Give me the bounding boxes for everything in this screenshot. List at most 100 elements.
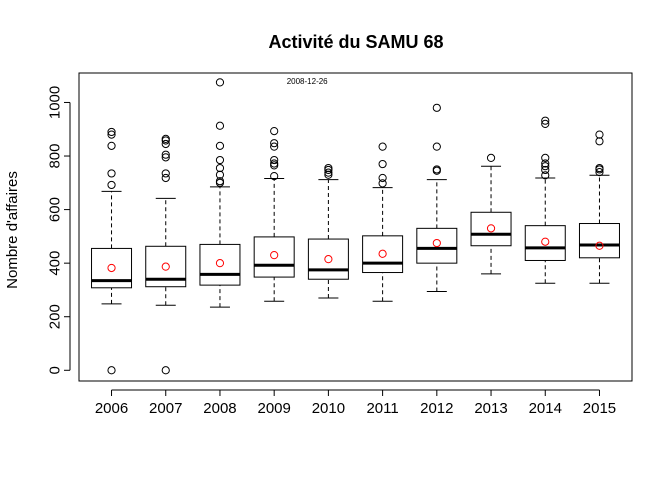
outlier-point [215,170,225,179]
outlier-point [432,165,441,174]
mean-marker [378,249,387,258]
x-tick-label: 2009 [257,400,290,417]
outlier-point [595,137,604,146]
box-2007 [145,134,187,375]
y-tick-label: 200 [46,304,63,329]
box-2009 [253,127,295,302]
outlier-point [270,127,279,136]
outlier-point [161,173,170,183]
outlier-point [215,155,225,165]
iqr-box [470,211,512,247]
outlier-point [378,173,387,183]
iqr-box [199,243,241,286]
iqr-box [145,245,187,288]
outlier-point [541,162,550,171]
outlier-point [270,159,279,168]
box-2010 [307,163,349,299]
x-tick-label: 2011 [366,400,398,417]
outlier-point [595,167,604,177]
mean-marker [161,262,170,271]
iqr-box [91,247,133,289]
outlier-point [161,366,170,375]
outlier-point [595,130,604,139]
y-tick-label: 400 [46,251,63,276]
outlier-point [107,141,116,150]
iqr-box [524,225,566,261]
outlier-point [324,163,333,173]
box-2011 [362,142,404,302]
outlier-point [378,159,387,169]
outlier-point [107,169,116,178]
x-tick-label: 2008 [203,400,236,417]
y-tick-label: 800 [46,144,63,169]
iqr-box [362,235,404,274]
y-axis-label: Nombre d'affaires [4,171,21,289]
outlier-point [378,179,387,188]
outlier-point [378,142,387,151]
mean-marker [215,259,225,268]
x-tick-label: 2012 [420,400,453,417]
x-tick-label: 2015 [583,400,616,417]
chart-title: Activité du SAMU 68 [268,32,443,52]
mean-marker [270,251,279,260]
iqr-box [416,227,458,264]
y-tick-label: 0 [46,366,63,374]
outlier-point [595,163,604,173]
box-2012 [416,103,458,293]
outlier-point [541,159,550,168]
x-axis: 2006 2007 2008 2009 2010 2011 2012 2013 2014 2015 [95,389,616,417]
plot-frame [78,72,633,382]
iqr-box [307,238,349,280]
outlier-point [107,130,116,139]
y-tick-label: 1000 [46,86,63,119]
outlier-point [215,78,225,87]
outlier-point [541,171,550,180]
outlier-point [215,163,225,173]
mean-marker [541,237,550,246]
outlier-point [161,150,170,159]
outlier-point [324,170,333,179]
outlier-point [432,103,441,112]
box-2006 [91,127,133,375]
x-tick-label: 2007 [149,400,182,417]
outlier-point [215,177,225,186]
outlier-point [324,168,333,177]
box-2014 [524,116,566,284]
outlier-point [270,142,279,151]
outlier-point [215,178,225,187]
mean-marker [432,238,441,248]
outlier-point [486,153,496,163]
outlier-point [107,180,116,190]
box-2015 [578,130,620,284]
outlier-point [270,139,279,148]
box-2013 [470,153,512,275]
boxes-group [91,78,620,375]
outlier-point [432,142,441,151]
box-2008 [199,78,241,308]
outlier-point [541,165,550,175]
iqr-box [578,223,620,259]
mean-marker [107,263,116,273]
y-axis: 0 200 400 600 800 1000 [46,86,71,374]
outlier-point [107,366,116,375]
outlier-point [270,172,279,181]
y-tick-label: 600 [46,197,63,222]
x-tick-label: 2013 [474,400,507,417]
outlier-point [161,153,170,162]
x-tick-label: 2006 [95,400,128,417]
outlier-point [161,139,170,149]
outlier-point [161,169,170,178]
outlier-point [541,153,550,163]
date-annotation: 2008-12-26 [287,77,328,86]
outlier-point [541,116,550,125]
mean-marker [324,255,333,264]
mean-marker [595,241,604,250]
iqr-box [253,236,295,278]
outlier-point [541,119,550,128]
outlier-point [215,141,225,150]
outlier-point [215,121,225,130]
x-tick-label: 2010 [312,400,345,417]
x-tick-label: 2014 [529,400,562,417]
outlier-point [107,127,116,137]
